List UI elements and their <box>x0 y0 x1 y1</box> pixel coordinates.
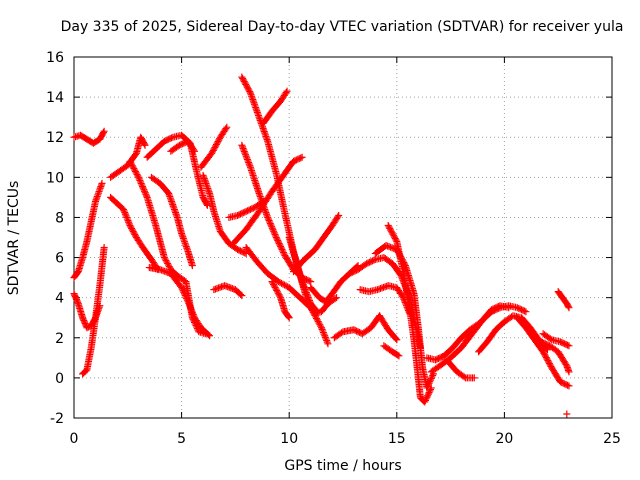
series-arc-18 <box>259 87 291 127</box>
series-arc-19 <box>229 153 306 248</box>
grid <box>74 57 612 418</box>
series-arc-14 <box>210 282 246 300</box>
series-arc-23 <box>290 211 343 276</box>
series-arc-05 <box>107 133 149 181</box>
series-arc-27 <box>356 282 414 318</box>
series-arc-11 <box>167 137 199 155</box>
x-tick-label: 25 <box>603 431 621 447</box>
series-arc-06 <box>107 193 162 274</box>
series-arc-04 <box>79 244 108 378</box>
series-arc-12 <box>197 123 231 171</box>
y-tick-label: 2 <box>55 331 64 347</box>
series-arc-29 <box>384 221 435 406</box>
series-arc-10 <box>145 264 214 340</box>
series-arc-36 <box>513 314 573 390</box>
y-tick-label: 6 <box>55 251 64 267</box>
y-tick-label: 14 <box>46 90 64 106</box>
y-tick-label: -2 <box>50 411 64 427</box>
x-tick-label: 5 <box>177 431 186 447</box>
series-arc-02 <box>70 179 106 282</box>
data-points <box>70 73 573 418</box>
series-arc-22 <box>285 234 341 318</box>
series-arc-39 <box>554 288 573 312</box>
series-arc-01 <box>70 127 108 147</box>
y-tick-label: 12 <box>46 130 64 146</box>
x-tick-label: 0 <box>70 431 79 447</box>
axis-ticks: 0 5 10 15 20 25 -2 0 2 4 6 8 10 12 14 16 <box>46 50 621 447</box>
series-arc-09 <box>147 173 196 270</box>
x-tick-label: 15 <box>388 431 406 447</box>
y-tick-label: 16 <box>46 50 64 66</box>
y-tick-label: 4 <box>55 291 64 307</box>
series-arc-33 <box>444 358 478 382</box>
series-arc-17 <box>225 197 267 221</box>
series-arc-34 <box>462 302 530 346</box>
x-tick-label: 20 <box>495 431 513 447</box>
series-arc-13 <box>199 171 250 258</box>
x-axis-title: GPS time / hours <box>284 458 401 474</box>
series-arc-07 <box>126 157 209 338</box>
y-tick-label: 8 <box>55 210 64 226</box>
y-tick-label: 0 <box>55 371 64 387</box>
series-arc-25 <box>330 312 401 344</box>
series-arc-37 <box>528 330 573 376</box>
series-arc-30 <box>380 342 403 360</box>
y-tick-label: 10 <box>46 170 64 186</box>
y-axis-title: SDTVAR / TECUs <box>6 181 22 296</box>
series-arc-40 <box>563 410 571 418</box>
plot-frame <box>73 56 613 419</box>
series-arc-38 <box>539 330 573 350</box>
x-tick-label: 10 <box>280 431 298 447</box>
chart-title: Day 335 of 2025, Sidereal Day-to-day VTE… <box>61 19 624 35</box>
series-arc-21 <box>268 278 293 322</box>
